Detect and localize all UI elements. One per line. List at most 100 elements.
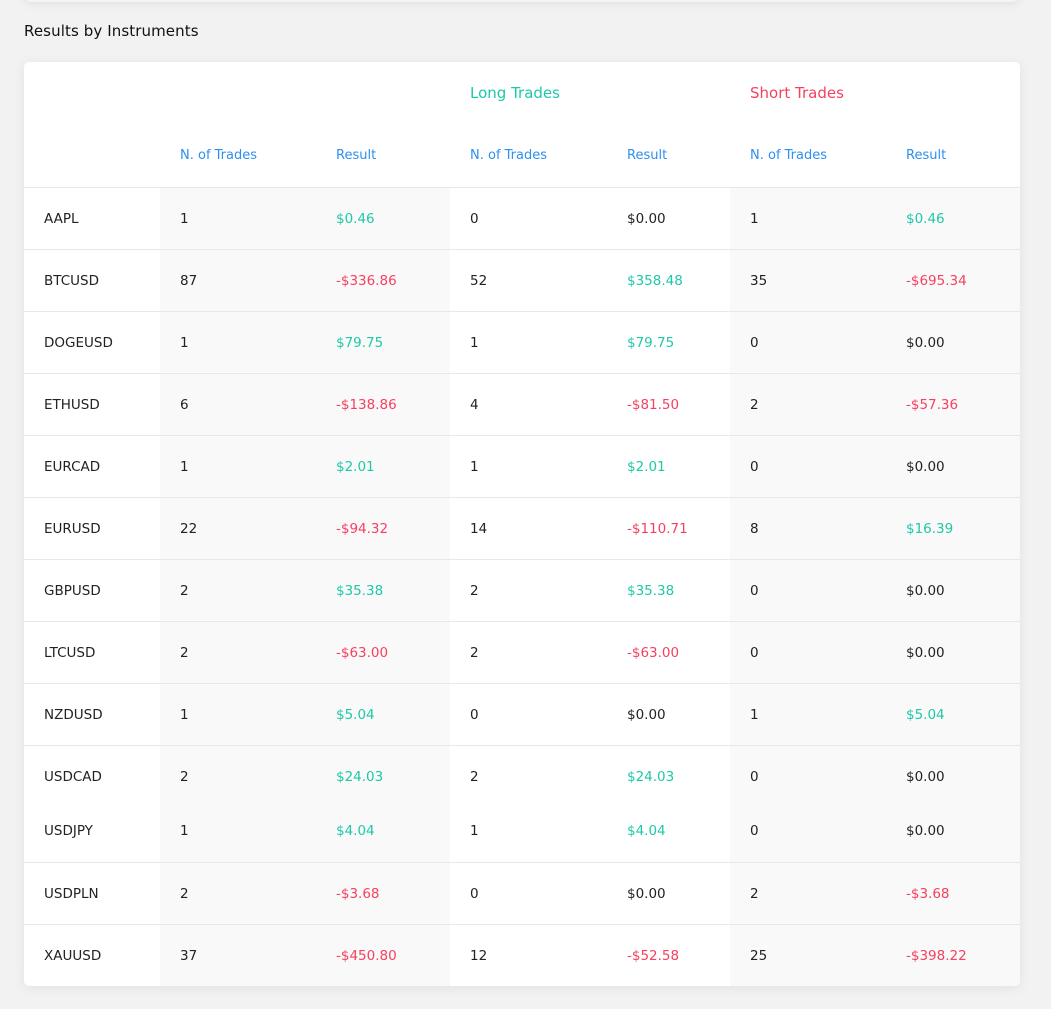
long-trades-cell: 2 bbox=[470, 768, 479, 785]
long-trades-cell: 0 bbox=[470, 706, 479, 723]
instrument-cell: ETHUSD bbox=[44, 396, 100, 413]
total-result-cell: $2.01 bbox=[336, 458, 375, 475]
table-row: DOGEUSD 1 $79.75 1 $79.75 0 $0.00 bbox=[24, 311, 1020, 373]
long-trades-column-header: N. of Trades bbox=[470, 148, 548, 163]
short-result-cell: $5.04 bbox=[906, 706, 945, 723]
total-trades-cell: 1 bbox=[180, 706, 189, 723]
short-trades-cell: 1 bbox=[750, 706, 759, 723]
instrument-cell: EURCAD bbox=[44, 458, 101, 475]
instrument-cell: XAUUSD bbox=[44, 947, 102, 964]
long-trades-group-header: Long Trades bbox=[470, 84, 560, 102]
instrument-cell: USDJPY bbox=[44, 823, 93, 839]
total-result-column-header: Result bbox=[336, 148, 377, 163]
short-result-cell: $0.46 bbox=[906, 210, 945, 227]
long-trades-cell: 2 bbox=[470, 644, 479, 661]
short-result-cell: -$57.36 bbox=[906, 396, 959, 413]
long-result-column-header: Result bbox=[627, 148, 668, 163]
instrument-cell: DOGEUSD bbox=[44, 334, 113, 351]
short-trades-cell: 0 bbox=[750, 334, 759, 351]
total-result-cell: -$3.68 bbox=[336, 885, 380, 902]
total-result-cell: $79.75 bbox=[336, 334, 384, 351]
long-result-cell: $358.48 bbox=[627, 272, 683, 289]
long-trades-cell: 1 bbox=[470, 334, 479, 351]
short-trades-cell: 0 bbox=[750, 458, 759, 475]
short-trades-cell: 2 bbox=[750, 396, 759, 413]
short-trades-cell: 0 bbox=[750, 582, 759, 599]
short-result-cell: -$695.34 bbox=[906, 272, 967, 289]
short-trades-cell: 25 bbox=[750, 947, 768, 964]
short-columns-background bbox=[730, 187, 1020, 986]
total-result-cell: -$336.86 bbox=[336, 272, 397, 289]
long-trades-cell: 0 bbox=[470, 885, 479, 902]
table-row: GBPUSD 2 $35.38 2 $35.38 0 $0.00 bbox=[24, 559, 1020, 621]
short-trades-cell: 8 bbox=[750, 520, 759, 537]
total-trades-column-header: N. of Trades bbox=[180, 148, 258, 163]
total-result-cell: $0.46 bbox=[336, 210, 375, 227]
long-result-cell: $4.04 bbox=[627, 823, 666, 839]
short-trades-cell: 2 bbox=[750, 885, 759, 902]
table-row: USDPLN 2 -$3.68 0 $0.00 2 -$3.68 bbox=[24, 862, 1020, 924]
total-trades-cell: 87 bbox=[180, 272, 198, 289]
short-trades-column-header: N. of Trades bbox=[750, 148, 828, 163]
short-result-cell: -$3.68 bbox=[906, 885, 950, 902]
instrument-cell: EURUSD bbox=[44, 520, 101, 537]
short-result-cell: $16.39 bbox=[906, 520, 954, 537]
total-result-cell: $5.04 bbox=[336, 706, 375, 723]
short-trades-cell: 1 bbox=[750, 210, 759, 227]
short-result-cell: $0.00 bbox=[906, 334, 945, 351]
short-result-cell: $0.00 bbox=[906, 768, 945, 785]
short-trades-group-header: Short Trades bbox=[750, 84, 844, 102]
total-trades-cell: 22 bbox=[180, 520, 198, 537]
total-result-cell: $35.38 bbox=[336, 582, 384, 599]
short-result-cell: $0.00 bbox=[906, 823, 945, 839]
table-row: EURCAD 1 $2.01 1 $2.01 0 $0.00 bbox=[24, 435, 1020, 497]
total-result-cell: -$450.80 bbox=[336, 947, 397, 964]
total-trades-cell: 6 bbox=[180, 396, 189, 413]
long-trades-cell: 1 bbox=[470, 458, 479, 475]
short-trades-cell: 0 bbox=[750, 823, 759, 839]
long-result-cell: -$110.71 bbox=[627, 520, 688, 537]
short-trades-cell: 35 bbox=[750, 272, 768, 289]
long-trades-cell: 0 bbox=[470, 210, 479, 227]
total-trades-cell: 2 bbox=[180, 644, 189, 661]
long-result-cell: $0.00 bbox=[627, 706, 666, 723]
long-trades-cell: 14 bbox=[470, 520, 488, 537]
results-table-card: Long Trades Short Trades N. of Trades Re… bbox=[24, 62, 1020, 986]
section-title: Results by Instruments bbox=[24, 22, 199, 40]
long-result-cell: $2.01 bbox=[627, 458, 666, 475]
long-trades-cell: 12 bbox=[470, 947, 488, 964]
long-result-cell: $0.00 bbox=[627, 885, 666, 902]
instrument-cell: USDPLN bbox=[44, 885, 99, 902]
long-result-cell: -$63.00 bbox=[627, 644, 680, 661]
long-result-cell: $79.75 bbox=[627, 334, 675, 351]
total-result-cell: $24.03 bbox=[336, 768, 384, 785]
total-columns-background bbox=[160, 187, 450, 986]
long-trades-cell: 52 bbox=[470, 272, 488, 289]
long-result-cell: $35.38 bbox=[627, 582, 675, 599]
short-result-cell: $0.00 bbox=[906, 458, 945, 475]
table-row: EURUSD 22 -$94.32 14 -$110.71 8 $16.39 bbox=[24, 497, 1020, 559]
short-trades-cell: 0 bbox=[750, 768, 759, 785]
table-row: LTCUSD 2 -$63.00 2 -$63.00 0 $0.00 bbox=[24, 621, 1020, 683]
long-result-cell: -$81.50 bbox=[627, 396, 680, 413]
instrument-cell: LTCUSD bbox=[44, 644, 96, 661]
instrument-cell: NZDUSD bbox=[44, 706, 103, 723]
table-row: USDCAD 2 $24.03 2 $24.03 0 $0.00 bbox=[24, 745, 1020, 807]
total-trades-cell: 1 bbox=[180, 458, 189, 475]
total-result-cell: -$94.32 bbox=[336, 520, 389, 537]
table-row: XAUUSD 37 -$450.80 12 -$52.58 25 -$398.22 bbox=[24, 924, 1020, 986]
short-result-cell: -$398.22 bbox=[906, 947, 967, 964]
instrument-cell: USDCAD bbox=[44, 768, 102, 785]
instrument-cell: AAPL bbox=[44, 210, 79, 227]
total-result-cell: -$138.86 bbox=[336, 396, 397, 413]
total-trades-cell: 2 bbox=[180, 768, 189, 785]
total-result-cell: -$63.00 bbox=[336, 644, 389, 661]
instrument-cell: GBPUSD bbox=[44, 582, 101, 599]
short-result-cell: $0.00 bbox=[906, 644, 945, 661]
long-trades-cell: 2 bbox=[470, 582, 479, 599]
table-row: ETHUSD 6 -$138.86 4 -$81.50 2 -$57.36 bbox=[24, 373, 1020, 435]
long-trades-cell: 1 bbox=[470, 823, 479, 839]
long-trades-cell: 4 bbox=[470, 396, 479, 413]
short-trades-cell: 0 bbox=[750, 644, 759, 661]
total-result-cell: $4.04 bbox=[336, 823, 375, 839]
